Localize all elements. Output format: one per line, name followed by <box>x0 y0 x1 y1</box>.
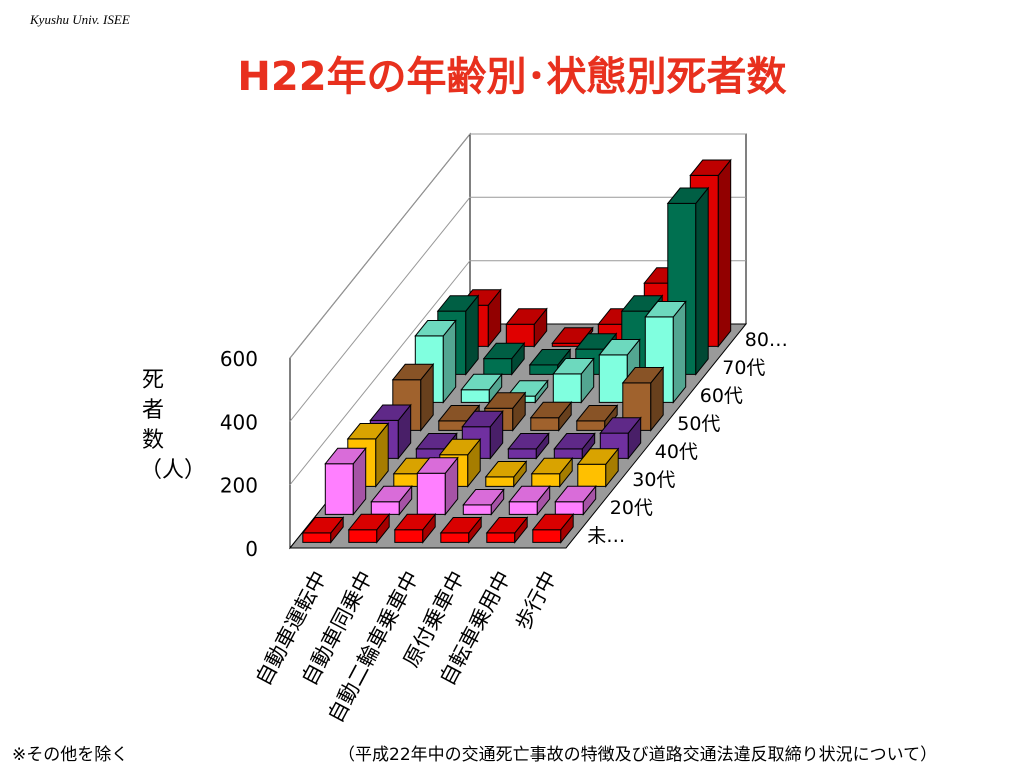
page-title: H22年の年齢別･状態別死者数 <box>237 54 787 100</box>
series-label: 50代 <box>677 413 720 435</box>
series-label: 20代 <box>610 497 653 519</box>
bar <box>370 484 413 516</box>
bar <box>485 516 529 544</box>
y-tick-label: 600 <box>220 347 258 371</box>
bar <box>508 484 551 516</box>
bar <box>416 456 459 516</box>
bar <box>483 391 527 432</box>
bar <box>553 432 596 460</box>
gridline <box>289 133 746 359</box>
series-label: 60代 <box>700 385 743 407</box>
y-axis-label: 死者数（人） <box>140 368 207 483</box>
y-tick-label: 200 <box>220 474 258 498</box>
bar <box>484 460 528 488</box>
series-labels: 未… 20代 30代 40代 50代 60代 70代 80… <box>587 329 788 547</box>
footnote-exclusion: ※その他を除く <box>12 745 129 765</box>
bar <box>599 416 642 460</box>
bar <box>460 372 503 404</box>
series-label: 30代 <box>632 469 675 491</box>
y-axis-ticks: 0 200 400 600 <box>220 347 258 561</box>
gridline <box>289 260 746 486</box>
bar <box>507 432 550 460</box>
y-tick-label: 0 <box>245 537 258 561</box>
chart-bars <box>301 158 732 544</box>
bar <box>576 447 620 488</box>
bar <box>530 456 574 488</box>
series-label: 80… <box>745 329 788 351</box>
bar <box>505 307 548 348</box>
y-tick-label: 400 <box>220 410 258 434</box>
gridline <box>289 196 746 422</box>
bar <box>347 512 391 544</box>
footnote-source: （平成22年中の交通死亡事故の特徴及び道路交通法違反取締り状況について） <box>338 745 938 765</box>
series-label: 未… <box>587 525 625 547</box>
bar <box>462 488 505 516</box>
bar <box>531 512 575 544</box>
bar <box>439 516 483 544</box>
bar <box>393 512 437 544</box>
category-label: 歩行中 <box>511 567 562 634</box>
bar <box>529 400 573 432</box>
institution-label: Kyushu Univ. ISEE <box>30 12 130 27</box>
series-label: 40代 <box>655 441 698 463</box>
series-label: 70代 <box>722 357 765 379</box>
bar <box>552 357 595 404</box>
bar <box>324 446 367 516</box>
bar <box>482 341 526 376</box>
bar <box>301 516 345 544</box>
bar <box>554 484 597 516</box>
